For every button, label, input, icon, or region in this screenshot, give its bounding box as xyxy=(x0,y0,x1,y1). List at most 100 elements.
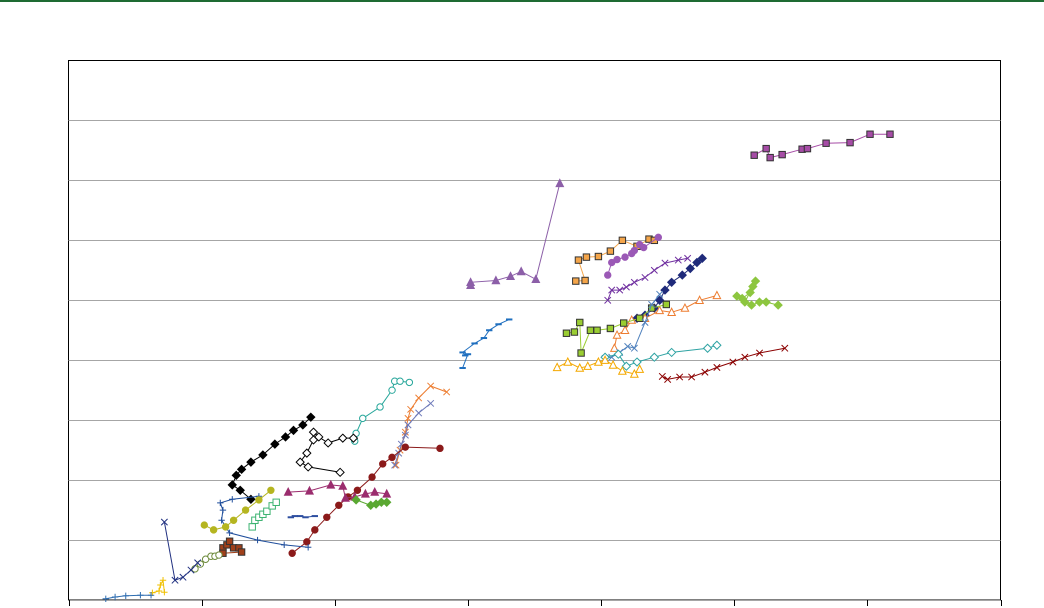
marker xyxy=(750,276,761,286)
marker xyxy=(254,536,261,544)
marker xyxy=(302,448,312,458)
marker xyxy=(712,290,722,300)
marker xyxy=(368,473,376,481)
marker xyxy=(225,537,234,545)
marker xyxy=(606,247,615,255)
plot-frame xyxy=(68,60,1001,601)
marker xyxy=(621,253,629,261)
marker xyxy=(405,378,414,387)
marker xyxy=(241,506,250,514)
marker xyxy=(326,479,336,489)
marker xyxy=(401,428,409,436)
marker xyxy=(231,470,241,481)
marker xyxy=(304,544,312,551)
marker xyxy=(886,130,894,138)
marker xyxy=(641,318,649,327)
marker xyxy=(618,236,627,245)
marker xyxy=(236,464,247,475)
marker xyxy=(407,405,415,413)
marker xyxy=(773,300,783,310)
marker xyxy=(555,178,565,188)
marker xyxy=(658,372,666,380)
marker xyxy=(217,499,224,507)
marker xyxy=(303,538,311,546)
marker xyxy=(766,153,774,162)
marker xyxy=(382,497,392,507)
marker xyxy=(620,325,630,334)
marker xyxy=(288,425,299,436)
marker xyxy=(702,343,713,353)
marker xyxy=(604,296,612,304)
marker xyxy=(155,587,163,595)
marker xyxy=(594,252,603,261)
marker xyxy=(586,326,595,334)
marker xyxy=(666,277,677,288)
marker xyxy=(574,256,583,264)
marker xyxy=(314,432,324,442)
marker xyxy=(219,506,227,514)
series-line xyxy=(575,238,655,282)
marker xyxy=(563,356,573,366)
series-line xyxy=(607,257,688,301)
marker xyxy=(639,243,648,252)
marker xyxy=(335,467,345,478)
marker xyxy=(270,439,280,449)
marker xyxy=(272,498,280,506)
marker xyxy=(630,278,638,286)
marker xyxy=(740,297,750,307)
marker xyxy=(388,453,396,462)
marker xyxy=(283,487,293,496)
marker xyxy=(660,285,670,295)
marker xyxy=(392,461,400,469)
marker xyxy=(676,373,684,381)
marker xyxy=(688,373,696,381)
marker xyxy=(227,480,237,490)
marker xyxy=(632,357,642,367)
marker xyxy=(680,302,690,312)
marker xyxy=(662,300,671,309)
marker xyxy=(620,319,628,327)
marker xyxy=(664,375,672,383)
marker xyxy=(616,286,624,294)
marker xyxy=(215,551,223,559)
marker xyxy=(306,412,316,422)
marker xyxy=(359,414,367,423)
marker xyxy=(576,318,584,327)
marker xyxy=(258,450,268,460)
marker xyxy=(531,274,541,283)
marker xyxy=(179,573,187,581)
marker xyxy=(761,297,771,307)
marker xyxy=(661,259,669,267)
marker xyxy=(396,377,404,385)
marker xyxy=(235,485,245,496)
series-line xyxy=(662,347,785,380)
marker xyxy=(697,253,707,264)
marker xyxy=(575,362,585,372)
marker xyxy=(778,150,786,159)
marker xyxy=(391,461,399,469)
marker xyxy=(137,592,144,599)
marker xyxy=(111,593,119,601)
marker xyxy=(323,438,333,448)
series-line xyxy=(556,359,641,375)
marker xyxy=(303,462,313,472)
marker xyxy=(600,355,610,364)
marker xyxy=(613,349,624,359)
marker xyxy=(338,433,348,443)
marker xyxy=(379,460,387,468)
marker xyxy=(267,486,275,495)
series-line xyxy=(613,295,718,349)
marker xyxy=(229,496,236,503)
marker xyxy=(404,421,412,429)
marker xyxy=(654,295,665,305)
marker xyxy=(348,433,359,443)
marker xyxy=(630,344,638,352)
marker xyxy=(323,513,331,521)
marker xyxy=(304,485,315,495)
marker xyxy=(382,488,392,498)
marker xyxy=(226,529,233,537)
marker xyxy=(353,486,362,495)
marker xyxy=(656,290,664,298)
marker xyxy=(822,139,830,147)
